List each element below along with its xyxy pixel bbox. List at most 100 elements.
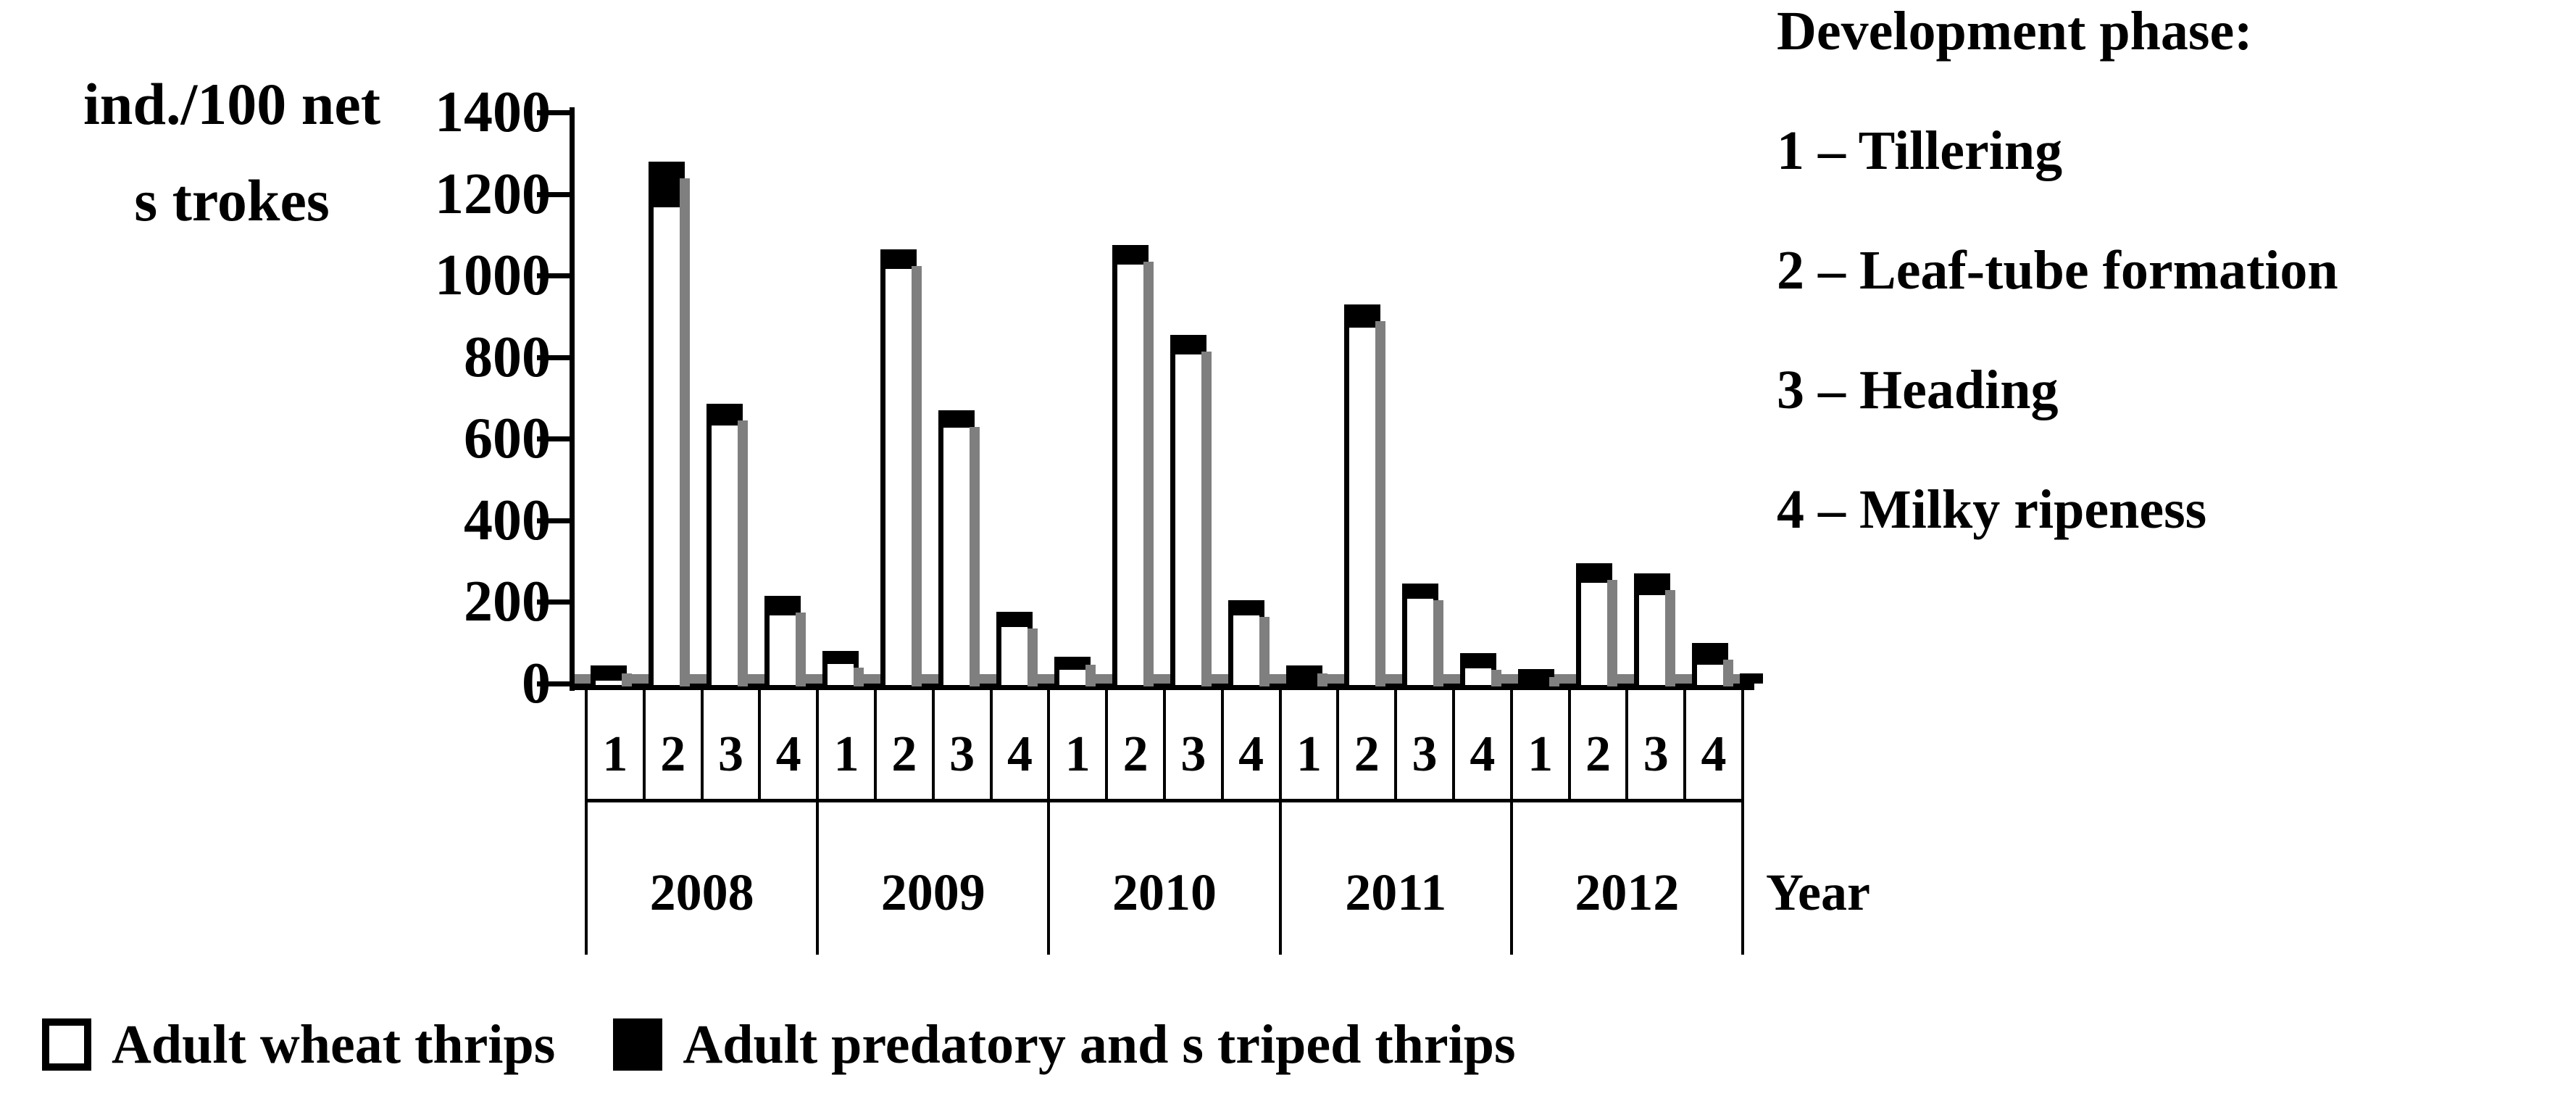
bar-segment-predatory bbox=[1233, 605, 1260, 615]
phase-label-2009-4: 4 bbox=[993, 690, 1051, 799]
bar-shadow bbox=[1317, 673, 1327, 686]
y-axis-tick-label: 0 bbox=[522, 652, 551, 715]
year-label-2008: 2008 bbox=[585, 802, 816, 955]
legend-swatch-white-icon bbox=[42, 1018, 91, 1071]
bar-segment-predatory bbox=[885, 254, 912, 269]
bar-shadow bbox=[1491, 670, 1501, 686]
bar-2008-phase4 bbox=[764, 596, 806, 686]
chart-legend: Adult wheat thrips Adult predatory and s … bbox=[42, 1013, 1516, 1076]
bar-2009-phase1 bbox=[822, 651, 864, 686]
bar-shadow bbox=[1607, 580, 1617, 686]
y-axis-tick-label: 400 bbox=[464, 488, 551, 552]
bar-segment-predatory bbox=[653, 166, 680, 207]
bar-2012-phase1 bbox=[1518, 669, 1559, 686]
bar-segment-predatory bbox=[1464, 657, 1492, 668]
legend-label-2: Adult predatory and s triped thrips bbox=[683, 1014, 1516, 1075]
phase-label-2008-2: 2 bbox=[646, 690, 704, 799]
y-axis-tick-label: 200 bbox=[464, 570, 551, 634]
legend-label-1: Adult wheat thrips bbox=[112, 1014, 556, 1075]
development-phase-item-4: 4 – Milky ripeness bbox=[1777, 479, 2207, 540]
phase-label-2010-1: 1 bbox=[1050, 690, 1109, 799]
phase-label-2009-1: 1 bbox=[819, 690, 877, 799]
y-axis-unit-label: ind./100 net s trokes bbox=[14, 57, 449, 249]
y-axis-unit-line1: ind./100 net bbox=[83, 71, 381, 137]
year-label-2010: 2010 bbox=[1047, 802, 1278, 955]
development-phase-item-3: 3 – Heading bbox=[1777, 360, 2059, 420]
phase-label-2012-3: 3 bbox=[1628, 690, 1687, 799]
bar-shadow bbox=[1085, 665, 1096, 686]
phase-label-2010-4: 4 bbox=[1224, 690, 1282, 799]
bar-segment-predatory bbox=[1291, 670, 1318, 687]
x-axis-title: Year bbox=[1766, 863, 1870, 921]
bar-2011-phase2 bbox=[1344, 304, 1385, 686]
bar-2010-phase2 bbox=[1112, 245, 1154, 686]
year-label-2011: 2011 bbox=[1278, 802, 1510, 955]
bar-shadow bbox=[1723, 660, 1733, 686]
y-axis-tick-label: 600 bbox=[464, 407, 551, 471]
year-label-2009: 2009 bbox=[816, 802, 1047, 955]
bar-segment-predatory bbox=[1638, 578, 1666, 595]
y-axis-tick-label: 1000 bbox=[435, 244, 551, 308]
phase-label-2010-3: 3 bbox=[1166, 690, 1224, 799]
phase-label-2012-2: 2 bbox=[1571, 690, 1629, 799]
year-label-2012: 2012 bbox=[1509, 802, 1745, 955]
x-axis-line bbox=[570, 684, 1754, 690]
bar-shadow bbox=[1549, 677, 1559, 686]
bar-shadow bbox=[1375, 321, 1385, 686]
development-phase-title: Development phase: bbox=[1777, 1, 2253, 62]
phase-label-2008-4: 4 bbox=[761, 690, 820, 799]
bar-2009-phase3 bbox=[938, 410, 980, 686]
bar-segment-predatory bbox=[1001, 616, 1028, 627]
bar-segment-predatory bbox=[1117, 249, 1144, 265]
bar-shadow bbox=[912, 266, 922, 686]
bar-shadow bbox=[1665, 590, 1675, 686]
y-axis-tick bbox=[537, 191, 571, 197]
chart-floor bbox=[575, 674, 1744, 684]
y-axis-tick bbox=[537, 518, 571, 523]
y-axis-tick-label: 1400 bbox=[435, 80, 551, 144]
phase-label-2009-3: 3 bbox=[935, 690, 993, 799]
bar-2008-phase1 bbox=[591, 665, 632, 686]
development-phase-item-1: 1 – Tillering bbox=[1777, 120, 2063, 181]
bar-segment-predatory bbox=[1175, 339, 1202, 354]
y-axis-tick bbox=[537, 436, 571, 442]
y-axis-line bbox=[570, 107, 575, 691]
bar-2012-phase2 bbox=[1576, 563, 1617, 686]
bar-2009-phase4 bbox=[996, 612, 1038, 686]
bar-shadow bbox=[680, 178, 690, 686]
phase-label-2012-1: 1 bbox=[1513, 690, 1571, 799]
bar-2011-phase3 bbox=[1402, 584, 1443, 686]
bar-segment-predatory bbox=[943, 415, 970, 428]
y-axis-tick bbox=[537, 681, 571, 686]
bar-2012-phase3 bbox=[1634, 573, 1675, 686]
legend-swatch-black-icon bbox=[613, 1018, 663, 1071]
legend-entry-1: Adult wheat thrips bbox=[42, 1013, 555, 1076]
y-axis-tick bbox=[537, 273, 571, 279]
bar-shadow bbox=[1433, 600, 1443, 686]
phase-label-2010-2: 2 bbox=[1108, 690, 1166, 799]
bar-shadow bbox=[854, 668, 864, 686]
bar-shadow bbox=[970, 427, 980, 686]
bar-2011-phase4 bbox=[1460, 653, 1501, 686]
bar-segment-predatory bbox=[1349, 309, 1376, 328]
phase-label-2009-2: 2 bbox=[877, 690, 935, 799]
bar-segment-predatory bbox=[827, 655, 854, 664]
bar-2010-phase4 bbox=[1228, 600, 1270, 686]
y-axis-tick-label: 800 bbox=[464, 325, 551, 389]
bar-shadow bbox=[1201, 352, 1212, 686]
y-axis-tick-label: 1200 bbox=[435, 162, 551, 226]
y-axis-tick bbox=[537, 354, 571, 360]
bar-segment-predatory bbox=[595, 670, 622, 681]
phase-label-2008-3: 3 bbox=[704, 690, 762, 799]
phase-label-2011-2: 2 bbox=[1339, 690, 1398, 799]
bar-2008-phase2 bbox=[649, 162, 690, 686]
y-axis-tick bbox=[537, 599, 571, 605]
y-axis-unit-line2: s trokes bbox=[134, 167, 330, 233]
bar-segment-predatory bbox=[1522, 673, 1550, 686]
bar-segment-predatory bbox=[711, 408, 738, 426]
y-axis-tick bbox=[537, 110, 571, 115]
bar-2011-phase1 bbox=[1286, 665, 1327, 687]
bar-shadow bbox=[1028, 628, 1038, 686]
